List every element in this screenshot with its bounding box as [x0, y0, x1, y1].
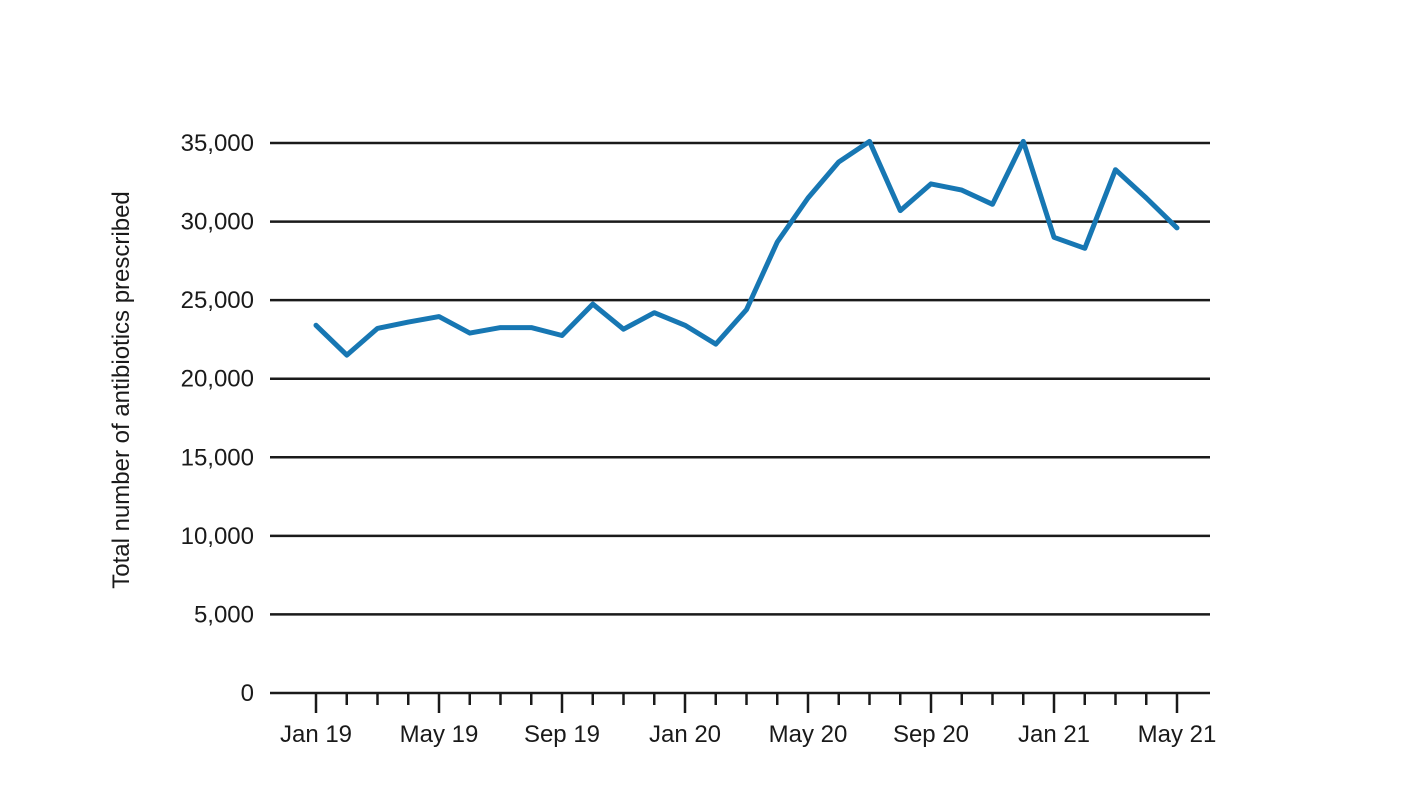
x-tick-label: Sep 20	[893, 721, 969, 748]
x-axis: Jan 19 May 19 Sep 19 Jan 20 May 20 Sep 20 Jan …	[270, 691, 1217, 748]
gridlines	[270, 141, 1210, 616]
y-axis-tick-labels: 0 5,000 10,000 15,000 20,000 25,000 30,000 35,0…	[181, 130, 254, 707]
x-tick-label: May 19	[400, 721, 479, 748]
y-tick-label: 0	[241, 680, 254, 707]
x-tick-label: Sep 19	[524, 721, 600, 748]
x-tick-label: Jan 20	[649, 721, 721, 748]
series-lines	[313, 138, 1180, 358]
y-tick-label: 5,000	[194, 601, 254, 628]
x-tick-label: Jan 19	[280, 721, 352, 748]
y-tick-label: 30,000	[181, 209, 254, 236]
x-tick-label: Jan 21	[1018, 721, 1090, 748]
x-tick-label: May 21	[1138, 721, 1217, 748]
y-tick-label: 35,000	[181, 130, 254, 157]
y-tick-label: 15,000	[181, 444, 254, 471]
series-line	[313, 138, 1180, 358]
y-tick-label: 20,000	[181, 366, 254, 393]
y-tick-label: 25,000	[181, 287, 254, 314]
y-axis-title: Total number of antibiotics prescribed	[108, 191, 135, 589]
y-tick-label: 10,000	[181, 523, 254, 550]
x-tick-label: May 20	[769, 721, 848, 748]
